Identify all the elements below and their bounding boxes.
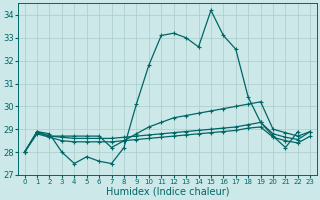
X-axis label: Humidex (Indice chaleur): Humidex (Indice chaleur)	[106, 187, 229, 197]
